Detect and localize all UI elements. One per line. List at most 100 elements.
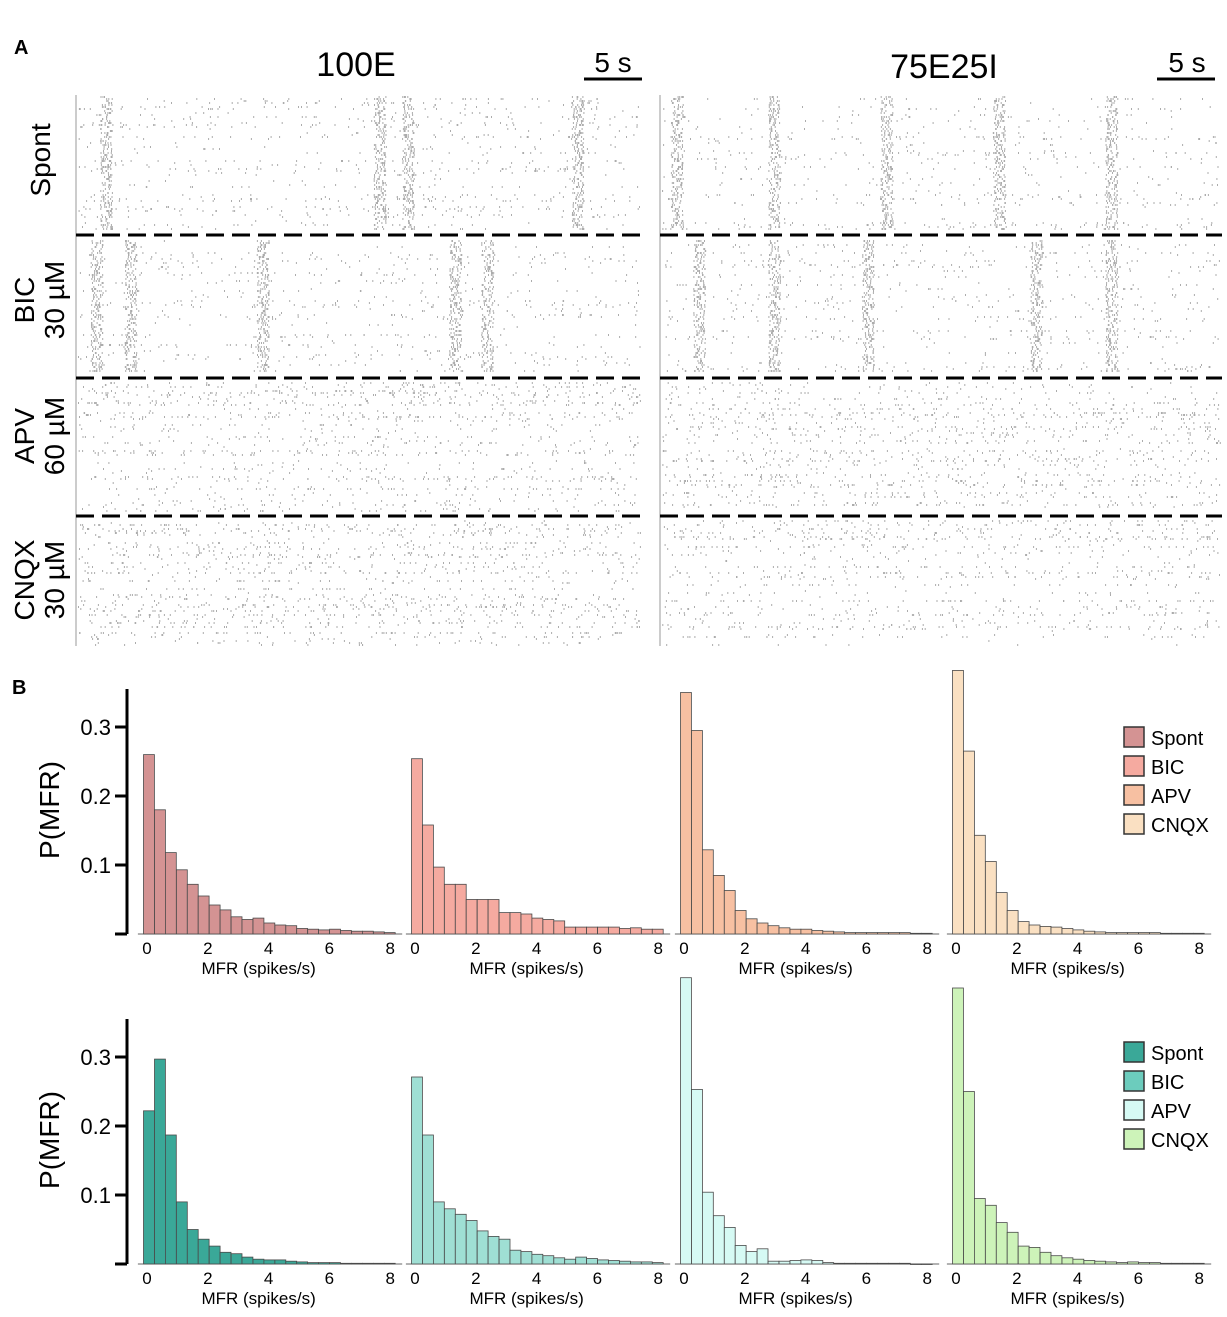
histogram-bar bbox=[608, 1260, 620, 1265]
x-axis-label: MFR (spikes/s) bbox=[201, 959, 315, 978]
histogram-bar bbox=[619, 928, 631, 935]
raster-100e-row-1 bbox=[78, 240, 641, 372]
histogram-bar bbox=[454, 883, 467, 935]
x-axis-label: MFR (spikes/s) bbox=[469, 1289, 583, 1308]
legends: Spont BIC APV CNQX Spont BIC APV CNQX bbox=[1123, 726, 1209, 1152]
histogram-100e-apv: 0 2 4 6 8 MFR (spikes/s) bbox=[674, 692, 940, 978]
histogram-75e25i-bic: 0 2 4 6 8 MFR (spikes/s) bbox=[405, 1076, 671, 1308]
condition-label-spont-line1: Spont bbox=[25, 123, 56, 196]
histogram-bar bbox=[1039, 926, 1052, 935]
histogram-bar bbox=[1171, 932, 1183, 935]
raster-100e-row-3 bbox=[78, 520, 641, 646]
histogram-bar bbox=[789, 1260, 802, 1265]
histogram-bar bbox=[844, 932, 857, 935]
histogram-bar bbox=[1017, 921, 1030, 935]
histogram-bar bbox=[745, 918, 758, 935]
x-tick-label: 6 bbox=[862, 1269, 871, 1288]
raster-spikes bbox=[662, 382, 1221, 508]
histogram-bar bbox=[340, 1262, 352, 1265]
histogram-bar bbox=[351, 930, 363, 935]
legend-swatch bbox=[1123, 813, 1145, 835]
x-tick-label: 0 bbox=[410, 1269, 419, 1288]
histogram-bar bbox=[800, 928, 813, 935]
histogram-bar bbox=[263, 1259, 276, 1265]
x-tick-label: 2 bbox=[471, 939, 480, 958]
histogram-bar bbox=[143, 1110, 155, 1265]
column-title-75e25i: 75E25I bbox=[890, 48, 998, 86]
histogram-bar bbox=[1171, 1262, 1183, 1265]
histogram-bar bbox=[833, 1262, 846, 1265]
legend-swatch bbox=[1123, 1099, 1145, 1121]
histogram-bar bbox=[723, 1227, 736, 1265]
histogram-bar bbox=[164, 852, 177, 935]
histogram-bar bbox=[164, 1134, 177, 1265]
histogram-bar bbox=[597, 926, 609, 935]
histogram-bar bbox=[252, 917, 265, 935]
histogram-bar bbox=[1083, 930, 1096, 935]
histogram-bar bbox=[230, 916, 243, 935]
histogram-bar bbox=[1061, 928, 1074, 935]
histogram-bar bbox=[833, 931, 846, 935]
histogram-bar bbox=[175, 869, 188, 935]
x-tick-label: 2 bbox=[1012, 1269, 1021, 1288]
histogram-75e25i-spont: 0 2 4 6 8 MFR (spikes/s) 0.1 0.2 0.3 P(MFR) bbox=[34, 1019, 403, 1308]
x-tick-label: 0 bbox=[951, 1269, 960, 1288]
histogram-bar bbox=[1050, 926, 1063, 935]
histogram-bar bbox=[734, 1245, 747, 1265]
histogram-bar bbox=[564, 1258, 577, 1265]
histogram-bar bbox=[985, 1204, 997, 1265]
raster-75e25i-row-0 bbox=[662, 96, 1219, 230]
histogram-bar bbox=[476, 1230, 489, 1265]
histogram-bar bbox=[963, 1091, 975, 1265]
histogram-bar bbox=[641, 928, 653, 935]
x-tick-label: 6 bbox=[1134, 1269, 1143, 1288]
histogram-bar bbox=[995, 1222, 1008, 1265]
raster-spikes bbox=[662, 96, 1219, 230]
histogram-75e25i-cnqx: 0 2 4 6 8 MFR (spikes/s) bbox=[946, 987, 1212, 1308]
raster-75e25i-row-3 bbox=[662, 520, 1220, 646]
histogram-100e-bic: 0 2 4 6 8 MFR (spikes/s) bbox=[405, 758, 671, 978]
histogram-bar bbox=[487, 899, 500, 935]
x-tick-label: 0 bbox=[142, 939, 151, 958]
histogram-bar bbox=[985, 861, 997, 935]
legend-label: BIC bbox=[1151, 1072, 1184, 1094]
histogram-bar bbox=[509, 1249, 522, 1265]
histogram-bar bbox=[197, 1238, 210, 1265]
histogram-bar bbox=[619, 1260, 631, 1265]
histogram-bar bbox=[175, 1201, 188, 1265]
histogram-bar bbox=[1138, 1262, 1150, 1265]
histogram-bar bbox=[542, 919, 555, 935]
y-tick-label: 0.2 bbox=[80, 1114, 111, 1139]
histogram-bar bbox=[586, 926, 598, 935]
histogram-bar bbox=[1028, 924, 1041, 935]
histogram-bar bbox=[756, 922, 769, 935]
histogram-bar bbox=[487, 1236, 500, 1265]
histogram-bar bbox=[432, 866, 445, 935]
histogram-bar bbox=[608, 926, 620, 935]
histogram-bar bbox=[351, 1262, 363, 1265]
histogram-bar bbox=[531, 1253, 544, 1265]
scale-bar-label-100e: 5 s bbox=[594, 47, 631, 78]
histogram-bar bbox=[274, 1259, 287, 1265]
legend-swatch bbox=[1123, 726, 1145, 748]
histogram-bar bbox=[263, 922, 276, 935]
y-tick-label: 0.3 bbox=[80, 715, 111, 740]
raster-spikes bbox=[662, 520, 1220, 646]
histogram-bar bbox=[252, 1258, 265, 1265]
legend-label: Spont bbox=[1151, 1043, 1204, 1065]
raster-spikes bbox=[78, 96, 640, 230]
histogram-bar bbox=[383, 932, 396, 935]
histogram-bar bbox=[219, 909, 232, 935]
histogram-bar bbox=[411, 758, 423, 935]
x-tick-label: 2 bbox=[203, 1269, 212, 1288]
histogram-bar bbox=[241, 919, 254, 935]
x-tick-label: 6 bbox=[862, 939, 871, 958]
histogram-bar bbox=[154, 1058, 166, 1265]
histogram-bar bbox=[778, 927, 791, 935]
histogram-bar bbox=[454, 1213, 467, 1265]
histogram-bar bbox=[877, 932, 889, 935]
x-tick-label: 4 bbox=[1073, 1269, 1082, 1288]
histogram-bar bbox=[1192, 932, 1205, 935]
histogram-bar bbox=[888, 932, 900, 935]
condition-label-apv-line1: APV bbox=[9, 408, 40, 464]
